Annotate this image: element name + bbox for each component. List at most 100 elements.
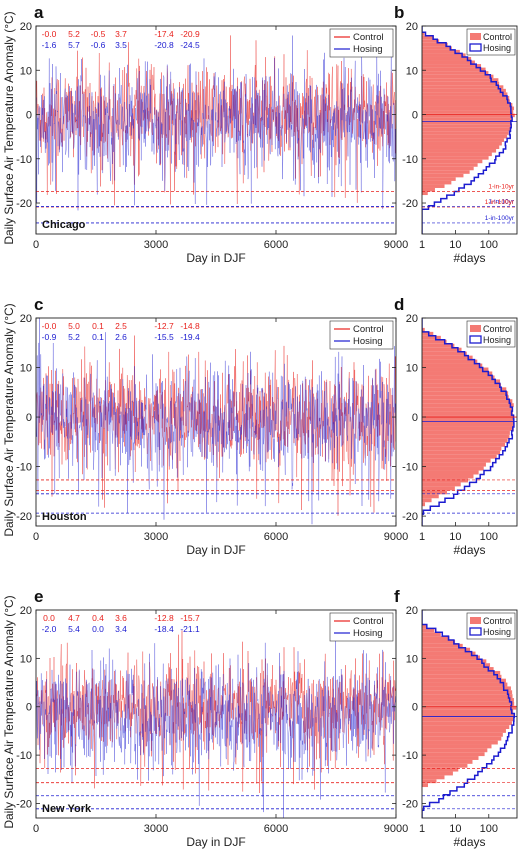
control-hist-bar (422, 624, 427, 629)
city-label: New York (42, 803, 92, 815)
control-hist-bar (422, 187, 435, 192)
control-stat-value: 5.2 (68, 29, 80, 39)
plot-frame-e (35, 609, 397, 819)
control-hist-bar (422, 403, 514, 408)
control-hist-bar (422, 502, 426, 507)
control-hist-bar (422, 67, 486, 72)
control-hist-bar (422, 458, 491, 463)
hosing-stat-value: 0.0 (92, 624, 104, 634)
control-hist-bar (422, 709, 514, 714)
control-hist-bar (422, 180, 452, 185)
hist-y-tick-label: 20 (406, 21, 418, 33)
control-hist-bar (422, 367, 489, 372)
hist-x-axis-label: #days (453, 835, 485, 849)
y-tick-label: 10 (20, 363, 32, 375)
control-hist-bar (422, 110, 514, 114)
control-hist-bar (422, 748, 488, 753)
control-hist-bar (422, 88, 506, 93)
x-tick-label: 3000 (144, 239, 168, 251)
hist-legend-hosing-label: Hosing (483, 43, 511, 53)
control-hist-bar (422, 184, 445, 188)
control-hist-bar (422, 173, 464, 178)
legend-control-label: Control (353, 32, 384, 43)
control-hist-bar (422, 759, 473, 764)
hosing-stat-value: -20.8 (154, 40, 174, 50)
control-hist-bar (422, 430, 510, 435)
x-tick-label: 9000 (384, 531, 408, 543)
hist-frame-b (421, 25, 518, 235)
control-hist-bar (422, 141, 502, 146)
control-hist-bar (422, 74, 494, 79)
control-hist-bar (422, 371, 493, 376)
control-hist-bar (422, 375, 495, 380)
x-tick-label: 6000 (264, 823, 288, 835)
control-hist-bar (422, 651, 476, 656)
panel-label: f (394, 587, 400, 606)
y-tick-label: 20 (20, 313, 32, 325)
control-hist-bar (422, 775, 445, 780)
y-tick-label: -10 (16, 750, 32, 762)
hist-y-tick-label: 20 (406, 605, 418, 617)
control-hist-bar (422, 454, 497, 459)
hosing-stat-value: -24.5 (180, 40, 200, 50)
hist-x-axis-label: #days (453, 543, 485, 557)
control-hist-bar (422, 419, 514, 423)
control-hist-bar (422, 81, 500, 86)
control-hist-bar (422, 682, 508, 687)
hist-x-tick-label: 100 (480, 823, 498, 835)
control-hist-bar (422, 486, 455, 491)
control-stat-value: 5.0 (68, 321, 80, 331)
control-hist-bar (422, 138, 505, 142)
hist-y-tick-label: 0 (412, 702, 418, 714)
control-hist-bar (422, 678, 506, 683)
hist-x-tick-label: 100 (480, 239, 498, 251)
control-stat-value: 3.6 (115, 613, 127, 623)
panel-label: e (34, 587, 43, 606)
control-hist-bar (422, 446, 502, 451)
control-hist-bar (422, 647, 471, 652)
control-hist-bar (422, 177, 456, 181)
hist-y-tick-label: -10 (402, 462, 418, 474)
legend-hosing-patch (469, 43, 482, 52)
control-hist-bar (422, 166, 474, 171)
control-hist-bar (422, 643, 463, 648)
control-hist-bar (422, 399, 513, 404)
hosing-hist-outline (422, 26, 513, 234)
control-hist-bar (422, 422, 515, 427)
legend-control-patch (470, 33, 481, 40)
control-hist-bar (422, 127, 511, 132)
legend-control-patch (470, 325, 481, 332)
control-hist-bar (422, 152, 492, 157)
control-hist-bar (422, 49, 460, 54)
hist-x-axis-label: #days (453, 251, 485, 265)
legend-hosing-label: Hosing (353, 628, 383, 639)
hosing-stat-value: -15.5 (154, 332, 174, 342)
control-hist-bar (422, 351, 467, 356)
control-hist-bar (422, 163, 478, 167)
hosing-stat-value: -18.4 (154, 624, 174, 634)
control-stat-value: 3.7 (115, 29, 127, 39)
control-hist-bar (422, 736, 502, 741)
control-hist-bar (422, 113, 515, 118)
control-hist-bar (422, 134, 508, 139)
control-hist-bar (422, 767, 459, 772)
control-stat-value: 0.1 (92, 321, 104, 331)
control-hist-bar (422, 395, 509, 400)
control-hist-bar (422, 628, 435, 633)
control-hist-bar (422, 411, 513, 416)
plot-frame-a (35, 25, 397, 235)
control-hist-bar (422, 752, 485, 757)
control-hist-bar (422, 95, 510, 100)
legend-hosing-label: Hosing (353, 44, 383, 55)
control-hist-bar (422, 462, 486, 467)
control-hist-bar (422, 56, 472, 61)
control-hist-bar (422, 363, 483, 368)
control-hist-bar (422, 131, 509, 135)
hosing-stat-value: -0.9 (42, 332, 57, 342)
control-hist-bar (422, 383, 502, 388)
control-hist-bar (422, 103, 513, 107)
hist-legend-control-label: Control (483, 616, 512, 626)
control-hist-bar (422, 783, 429, 788)
control-hist-bar (422, 474, 474, 479)
